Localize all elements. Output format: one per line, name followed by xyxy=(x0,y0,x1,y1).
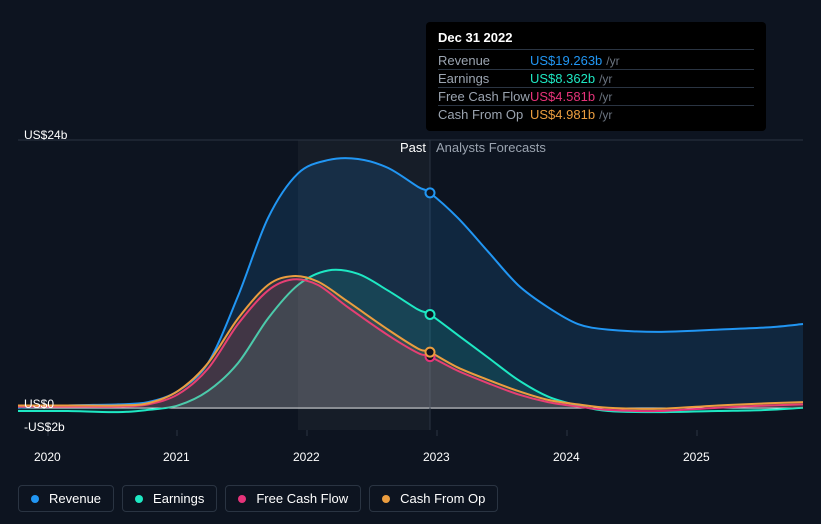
tooltip-row: Free Cash FlowUS$4.581b/yr xyxy=(438,88,754,106)
y-axis-zero-label: US$0 xyxy=(24,397,54,411)
forecast-label: Analysts Forecasts xyxy=(436,140,546,155)
tooltip-suffix: /yr xyxy=(599,90,612,104)
tooltip-date: Dec 31 2022 xyxy=(438,28,754,50)
tooltip-row: RevenueUS$19.263b/yr xyxy=(438,52,754,70)
legend-item[interactable]: Cash From Op xyxy=(369,485,498,512)
legend-label: Earnings xyxy=(153,491,204,506)
legend-item[interactable]: Earnings xyxy=(122,485,217,512)
tooltip-label: Earnings xyxy=(438,71,530,86)
tooltip-suffix: /yr xyxy=(599,72,612,86)
tooltip-suffix: /yr xyxy=(606,54,619,68)
tooltip-value: US$19.263b xyxy=(530,53,602,68)
chart-tooltip: Dec 31 2022 RevenueUS$19.263b/yrEarnings… xyxy=(426,22,766,131)
x-axis-label: 2022 xyxy=(293,450,320,464)
legend-label: Cash From Op xyxy=(400,491,485,506)
legend-label: Free Cash Flow xyxy=(256,491,348,506)
x-axis-label: 2023 xyxy=(423,450,450,464)
y-axis-neg-label: -US$2b xyxy=(24,420,65,434)
tooltip-row: Cash From OpUS$4.981b/yr xyxy=(438,106,754,123)
x-axis-label: 2020 xyxy=(34,450,61,464)
legend-marker-icon xyxy=(382,495,390,503)
x-axis-label: 2025 xyxy=(683,450,710,464)
tooltip-value: US$4.981b xyxy=(530,107,595,122)
tooltip-row: EarningsUS$8.362b/yr xyxy=(438,70,754,88)
legend-marker-icon xyxy=(238,495,246,503)
tooltip-label: Cash From Op xyxy=(438,107,530,122)
tooltip-suffix: /yr xyxy=(599,108,612,122)
legend-item[interactable]: Revenue xyxy=(18,485,114,512)
legend-marker-icon xyxy=(135,495,143,503)
x-axis-label: 2021 xyxy=(163,450,190,464)
tooltip-label: Free Cash Flow xyxy=(438,89,530,104)
chart-svg xyxy=(18,140,803,440)
tooltip-value: US$4.581b xyxy=(530,89,595,104)
y-axis-max-label: US$24b xyxy=(24,128,67,142)
tooltip-value: US$8.362b xyxy=(530,71,595,86)
tooltip-label: Revenue xyxy=(438,53,530,68)
financials-chart[interactable]: Past Analysts Forecasts US$24b US$0 -US$… xyxy=(18,140,803,480)
past-label: Past xyxy=(400,140,426,155)
x-axis-label: 2024 xyxy=(553,450,580,464)
legend-marker-icon xyxy=(31,495,39,503)
legend-label: Revenue xyxy=(49,491,101,506)
chart-legend: Revenue Earnings Free Cash Flow Cash From O… xyxy=(18,485,498,512)
legend-item[interactable]: Free Cash Flow xyxy=(225,485,361,512)
